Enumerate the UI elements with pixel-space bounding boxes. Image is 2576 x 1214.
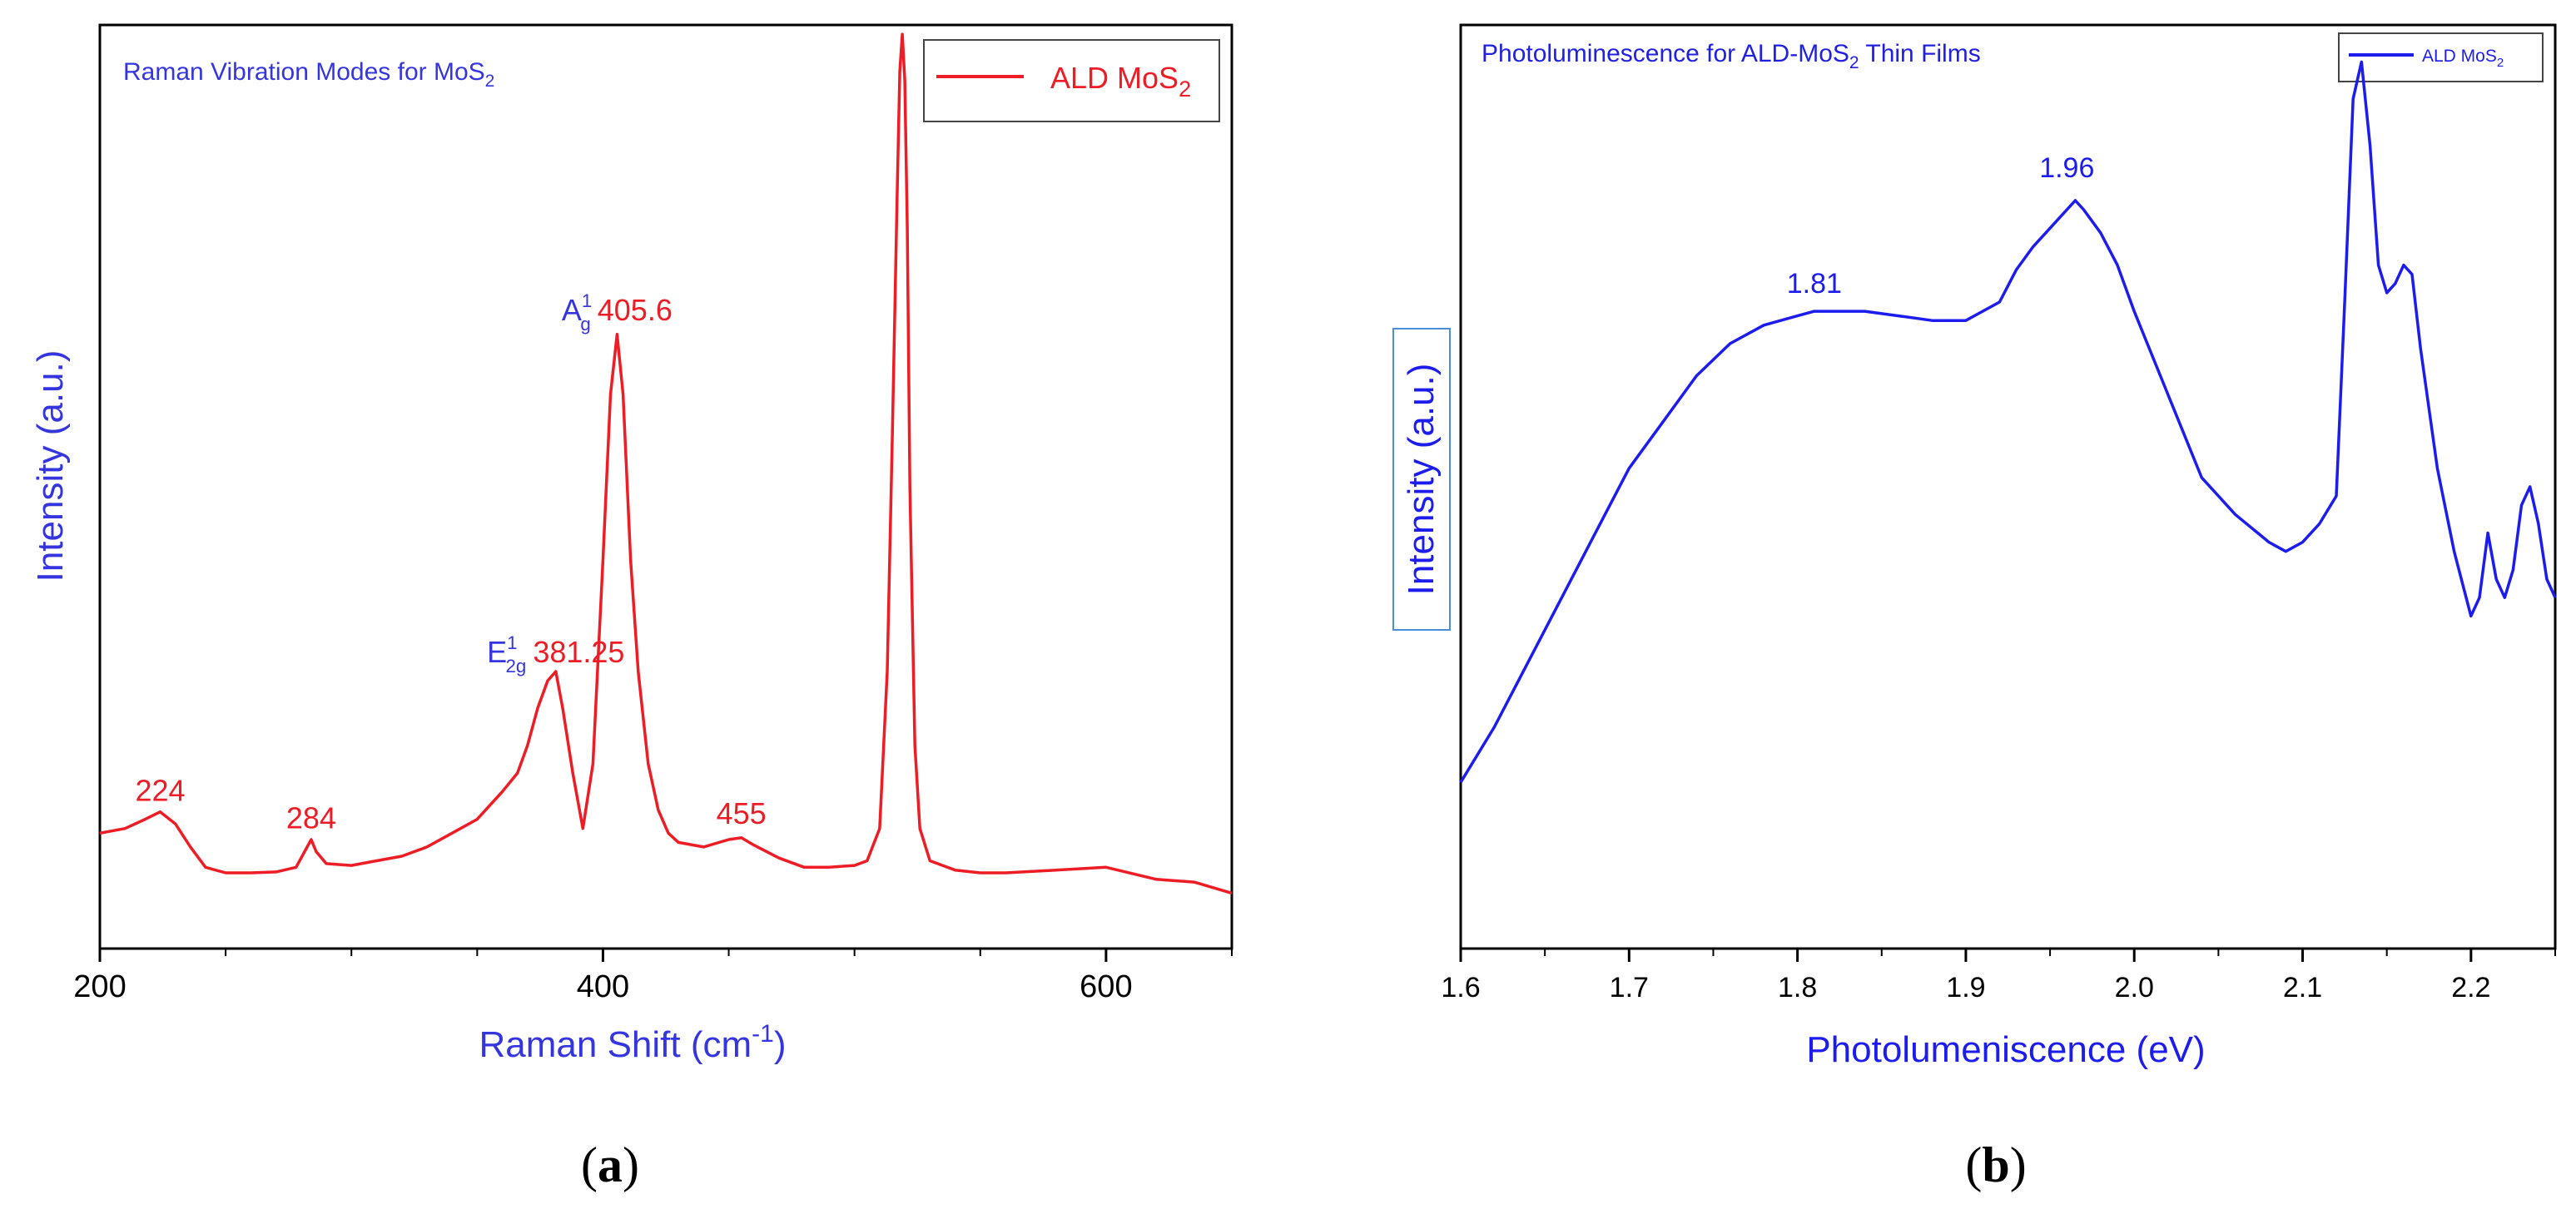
pl-y-axis-label: Intensity (a.u.) — [1401, 364, 1442, 596]
raman-chart: Raman Vibration Modes for MoS2 ALD MoS2 … — [30, 23, 1233, 1192]
x-tick-label: 1.6 — [1441, 972, 1480, 1003]
x-tick-label: 400 — [577, 969, 629, 1004]
x-tick-label: 600 — [1080, 969, 1132, 1004]
peak-label: 284 — [286, 801, 336, 835]
pl-chart-title: Photoluminescence for ALD-MoS2 Thin Film… — [1482, 40, 1981, 72]
panel-letter-b: (b) — [1965, 1137, 2026, 1192]
peak-annotation: E1 2g 381.25 — [487, 632, 624, 676]
pl-y-axis-label-box — [1392, 328, 1451, 631]
raman-series-line — [99, 32, 1233, 895]
raman-annotations: 224 284 455 E1 2g 381.25 A1 g 405.6 — [135, 290, 766, 835]
x-tick-label: 2.0 — [2115, 972, 2154, 1003]
x-tick-label: 2.1 — [2283, 972, 2322, 1003]
raman-x-axis: 200 400 600 — [73, 949, 1233, 1004]
raman-chart-title: Raman Vibration Modes for MoS2 — [123, 58, 494, 91]
pl-legend: ALD MoS2 — [2338, 32, 2544, 82]
x-tick-label: 1.7 — [1610, 972, 1649, 1003]
raman-legend: ALD MoS2 — [923, 39, 1220, 122]
peak-label: 455 — [717, 796, 767, 830]
raman-legend-label: ALD MoS2 — [1050, 61, 1191, 102]
pl-chart: Photoluminescence for ALD-MoS2 Thin Film… — [1392, 23, 2557, 1192]
raman-legend-box — [923, 39, 1220, 122]
peak-label: 1.81 — [1787, 268, 1842, 300]
pl-x-axis: 1.6 1.7 1.8 1.9 2.0 2.1 2.2 — [1441, 949, 2556, 1003]
pl-plot-frame — [1459, 23, 2557, 950]
raman-x-axis-label: Raman Shift (cm-1) — [479, 1020, 787, 1065]
peak-annotation: A1 g 405.6 — [562, 290, 673, 334]
x-tick-label: 200 — [73, 969, 126, 1004]
raman-y-axis-label: Intensity (a.u.) — [30, 350, 71, 582]
peak-label: 224 — [135, 773, 185, 807]
pl-annotations: 1.81 1.96 — [1787, 152, 2095, 300]
raman-plot-frame — [98, 23, 1233, 950]
x-tick-label: 1.9 — [1946, 972, 1985, 1003]
x-tick-label: 1.8 — [1778, 972, 1817, 1003]
pl-legend-box — [2338, 32, 2544, 82]
peak-label: 1.96 — [2039, 152, 2094, 184]
pl-legend-label: ALD MoS2 — [2422, 47, 2504, 70]
panel-letter-a: (a) — [581, 1137, 639, 1192]
pl-x-axis-label: Photolumeniscence (eV) — [1806, 1029, 2205, 1070]
pl-series-line — [1459, 60, 2557, 784]
x-tick-label: 2.2 — [2451, 972, 2490, 1003]
